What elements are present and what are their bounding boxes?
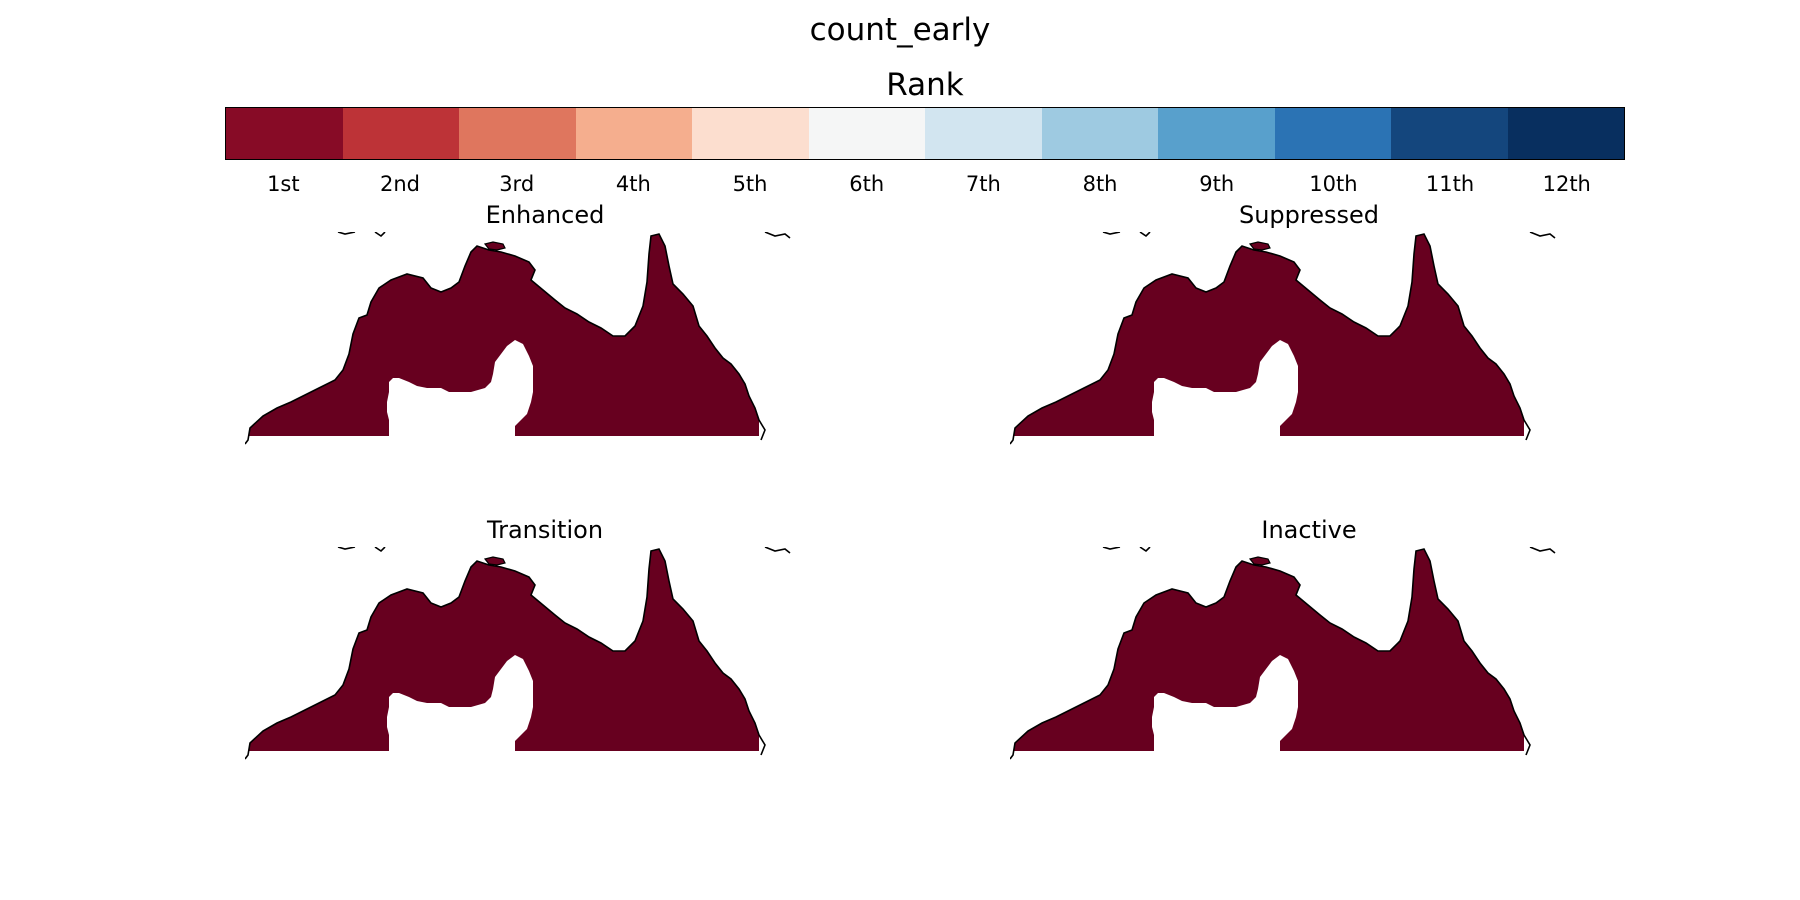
colorbar-swatch-8th	[1041, 108, 1158, 159]
land-region-fill	[248, 234, 759, 440]
colorbar-tick-label: 1st	[267, 172, 300, 196]
island-melville	[483, 556, 506, 566]
coastline	[245, 232, 791, 445]
colorbar-tick-label: 11th	[1425, 172, 1475, 196]
colorbar-tick-label: 10th	[1309, 172, 1358, 196]
colorbar-swatch-4th	[575, 108, 692, 159]
panel-title-suppressed: Suppressed	[1238, 201, 1380, 229]
map-transition	[245, 547, 791, 760]
colorbar-tick-label: 2nd	[380, 172, 421, 196]
colorbar-tick-labels: 1st 2nd 3rd 4th 5th 6th 7th 8th 9th 10th…	[225, 172, 1625, 196]
colorbar-tick-label: 4th	[615, 172, 651, 196]
coastline	[1010, 547, 1556, 760]
colorbar-swatch-1st	[226, 108, 343, 159]
island-melville	[1248, 241, 1271, 251]
colorbar-swatch-6th	[808, 108, 925, 159]
colorbar-tick-label: 12th	[1542, 172, 1591, 196]
land-region-fill	[1013, 234, 1524, 440]
colorbar-swatch-2nd	[342, 108, 459, 159]
colorbar-swatch-10th	[1274, 108, 1391, 159]
colorbar-swatch-12th	[1507, 108, 1624, 159]
island-melville	[483, 241, 506, 251]
map-suppressed	[1010, 232, 1556, 445]
colorbar-tick-label: 8th	[1082, 172, 1118, 196]
colorbar-swatch-5th	[692, 108, 809, 159]
land-region-fill	[1013, 549, 1524, 755]
coastline	[245, 547, 791, 760]
panel-title-enhanced: Enhanced	[485, 201, 605, 229]
colorbar-tick-label: 6th	[849, 172, 885, 196]
island-melville	[1248, 556, 1271, 566]
coastline	[1010, 232, 1556, 445]
colorbar-swatch-9th	[1158, 108, 1275, 159]
colorbar-title: Rank	[886, 67, 964, 103]
colorbar-swatch-3rd	[459, 108, 576, 159]
land-region-fill	[248, 549, 759, 755]
colorbar-swatch-7th	[925, 108, 1042, 159]
colorbar	[225, 107, 1625, 160]
panel-title-transition: Transition	[486, 516, 604, 544]
colorbar-tick-label: 7th	[965, 172, 1001, 196]
colorbar-swatch-11th	[1391, 108, 1508, 159]
colorbar-tick-label: 5th	[732, 172, 768, 196]
colorbar-tick-label: 9th	[1199, 172, 1235, 196]
map-inactive	[1010, 547, 1556, 760]
map-enhanced	[245, 232, 791, 445]
panel-title-inactive: Inactive	[1261, 516, 1357, 544]
colorbar-tick-label: 3rd	[499, 172, 535, 196]
figure-title: count_early	[809, 12, 991, 48]
